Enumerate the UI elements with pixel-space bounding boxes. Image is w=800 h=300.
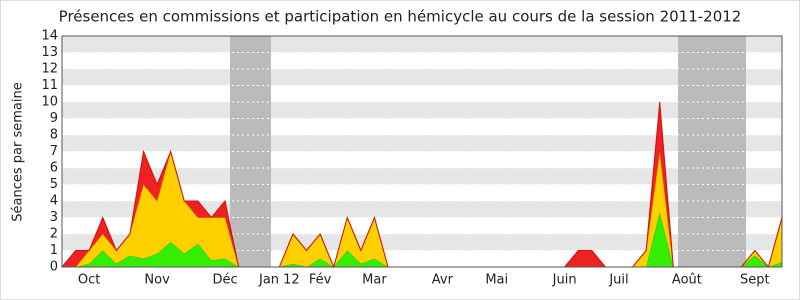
y-tick-label: 7 — [50, 144, 58, 159]
grid-band — [62, 135, 782, 152]
recess-shade — [230, 36, 271, 267]
y-axis-label: Séances par semaine — [11, 82, 26, 221]
x-tick-label: Août — [672, 273, 702, 288]
x-tick-label: Fév — [309, 273, 332, 288]
x-tick-label: Sept — [740, 273, 770, 288]
y-tick-label: 0 — [50, 260, 58, 275]
x-tick-label: Jan 12 — [258, 273, 300, 288]
x-tick-label: Nov — [144, 273, 170, 288]
y-tick-label: 5 — [50, 177, 58, 192]
grid-band — [62, 102, 782, 119]
grid-band — [62, 36, 782, 53]
y-tick-label: 11 — [41, 78, 58, 93]
x-tick-label: Oct — [78, 273, 100, 288]
y-tick-label: 4 — [50, 194, 58, 209]
x-tick-label: Mai — [485, 273, 508, 288]
grid-band — [62, 69, 782, 86]
x-tick-label: Juin — [552, 273, 577, 288]
y-tick-label: 6 — [50, 161, 58, 176]
chart-title: Présences en commissions et participatio… — [59, 8, 742, 26]
y-tick-label: 13 — [41, 45, 58, 60]
x-tick-label: Déc — [212, 273, 237, 288]
x-tick-label: Avr — [432, 273, 454, 288]
y-tick-label: 12 — [41, 62, 58, 77]
plot-border — [61, 35, 783, 268]
x-tick-label: Juil — [608, 273, 628, 288]
y-tick-label: 14 — [41, 29, 58, 44]
y-tick-label: 10 — [41, 95, 58, 110]
y-tick-label: 2 — [50, 227, 58, 242]
area — [62, 212, 782, 267]
y-tick-label: 8 — [50, 128, 58, 143]
area — [62, 151, 782, 267]
x-tick-label: Mar — [362, 273, 387, 288]
y-tick-label: 1 — [50, 243, 58, 258]
y-tick-label: 9 — [50, 111, 58, 126]
y-tick-label: 3 — [50, 210, 58, 225]
